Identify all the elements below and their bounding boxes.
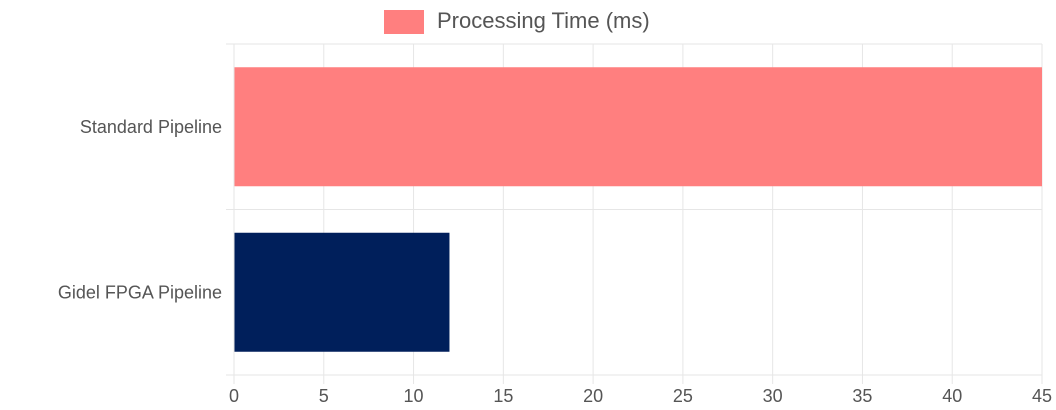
legend-swatch [384, 10, 424, 34]
x-tick-label-10: 10 [404, 386, 424, 406]
category-label-gidel-fpga-pipeline: Gidel FPGA Pipeline [58, 282, 222, 302]
legend[interactable]: Processing Time (ms) [384, 8, 650, 34]
x-tick-label-0: 0 [229, 386, 239, 406]
x-tick-label-40: 40 [942, 386, 962, 406]
bars [234, 67, 1042, 352]
x-tick-label-35: 35 [852, 386, 872, 406]
legend-label: Processing Time (ms) [437, 8, 650, 33]
x-tick-label-30: 30 [763, 386, 783, 406]
bar-standard-pipeline[interactable] [234, 67, 1042, 187]
x-tick-label-45: 45 [1032, 386, 1052, 406]
x-tick-label-25: 25 [673, 386, 693, 406]
category-label-standard-pipeline: Standard Pipeline [80, 117, 222, 137]
bar-gidel-fpga-pipeline[interactable] [234, 232, 450, 352]
x-tick-label-5: 5 [319, 386, 329, 406]
x-tick-label-20: 20 [583, 386, 603, 406]
x-tick-label-15: 15 [493, 386, 513, 406]
axes: 0 5 10 15 20 25 30 35 40 45 Standard Pipeline Gidel… [58, 44, 1052, 406]
